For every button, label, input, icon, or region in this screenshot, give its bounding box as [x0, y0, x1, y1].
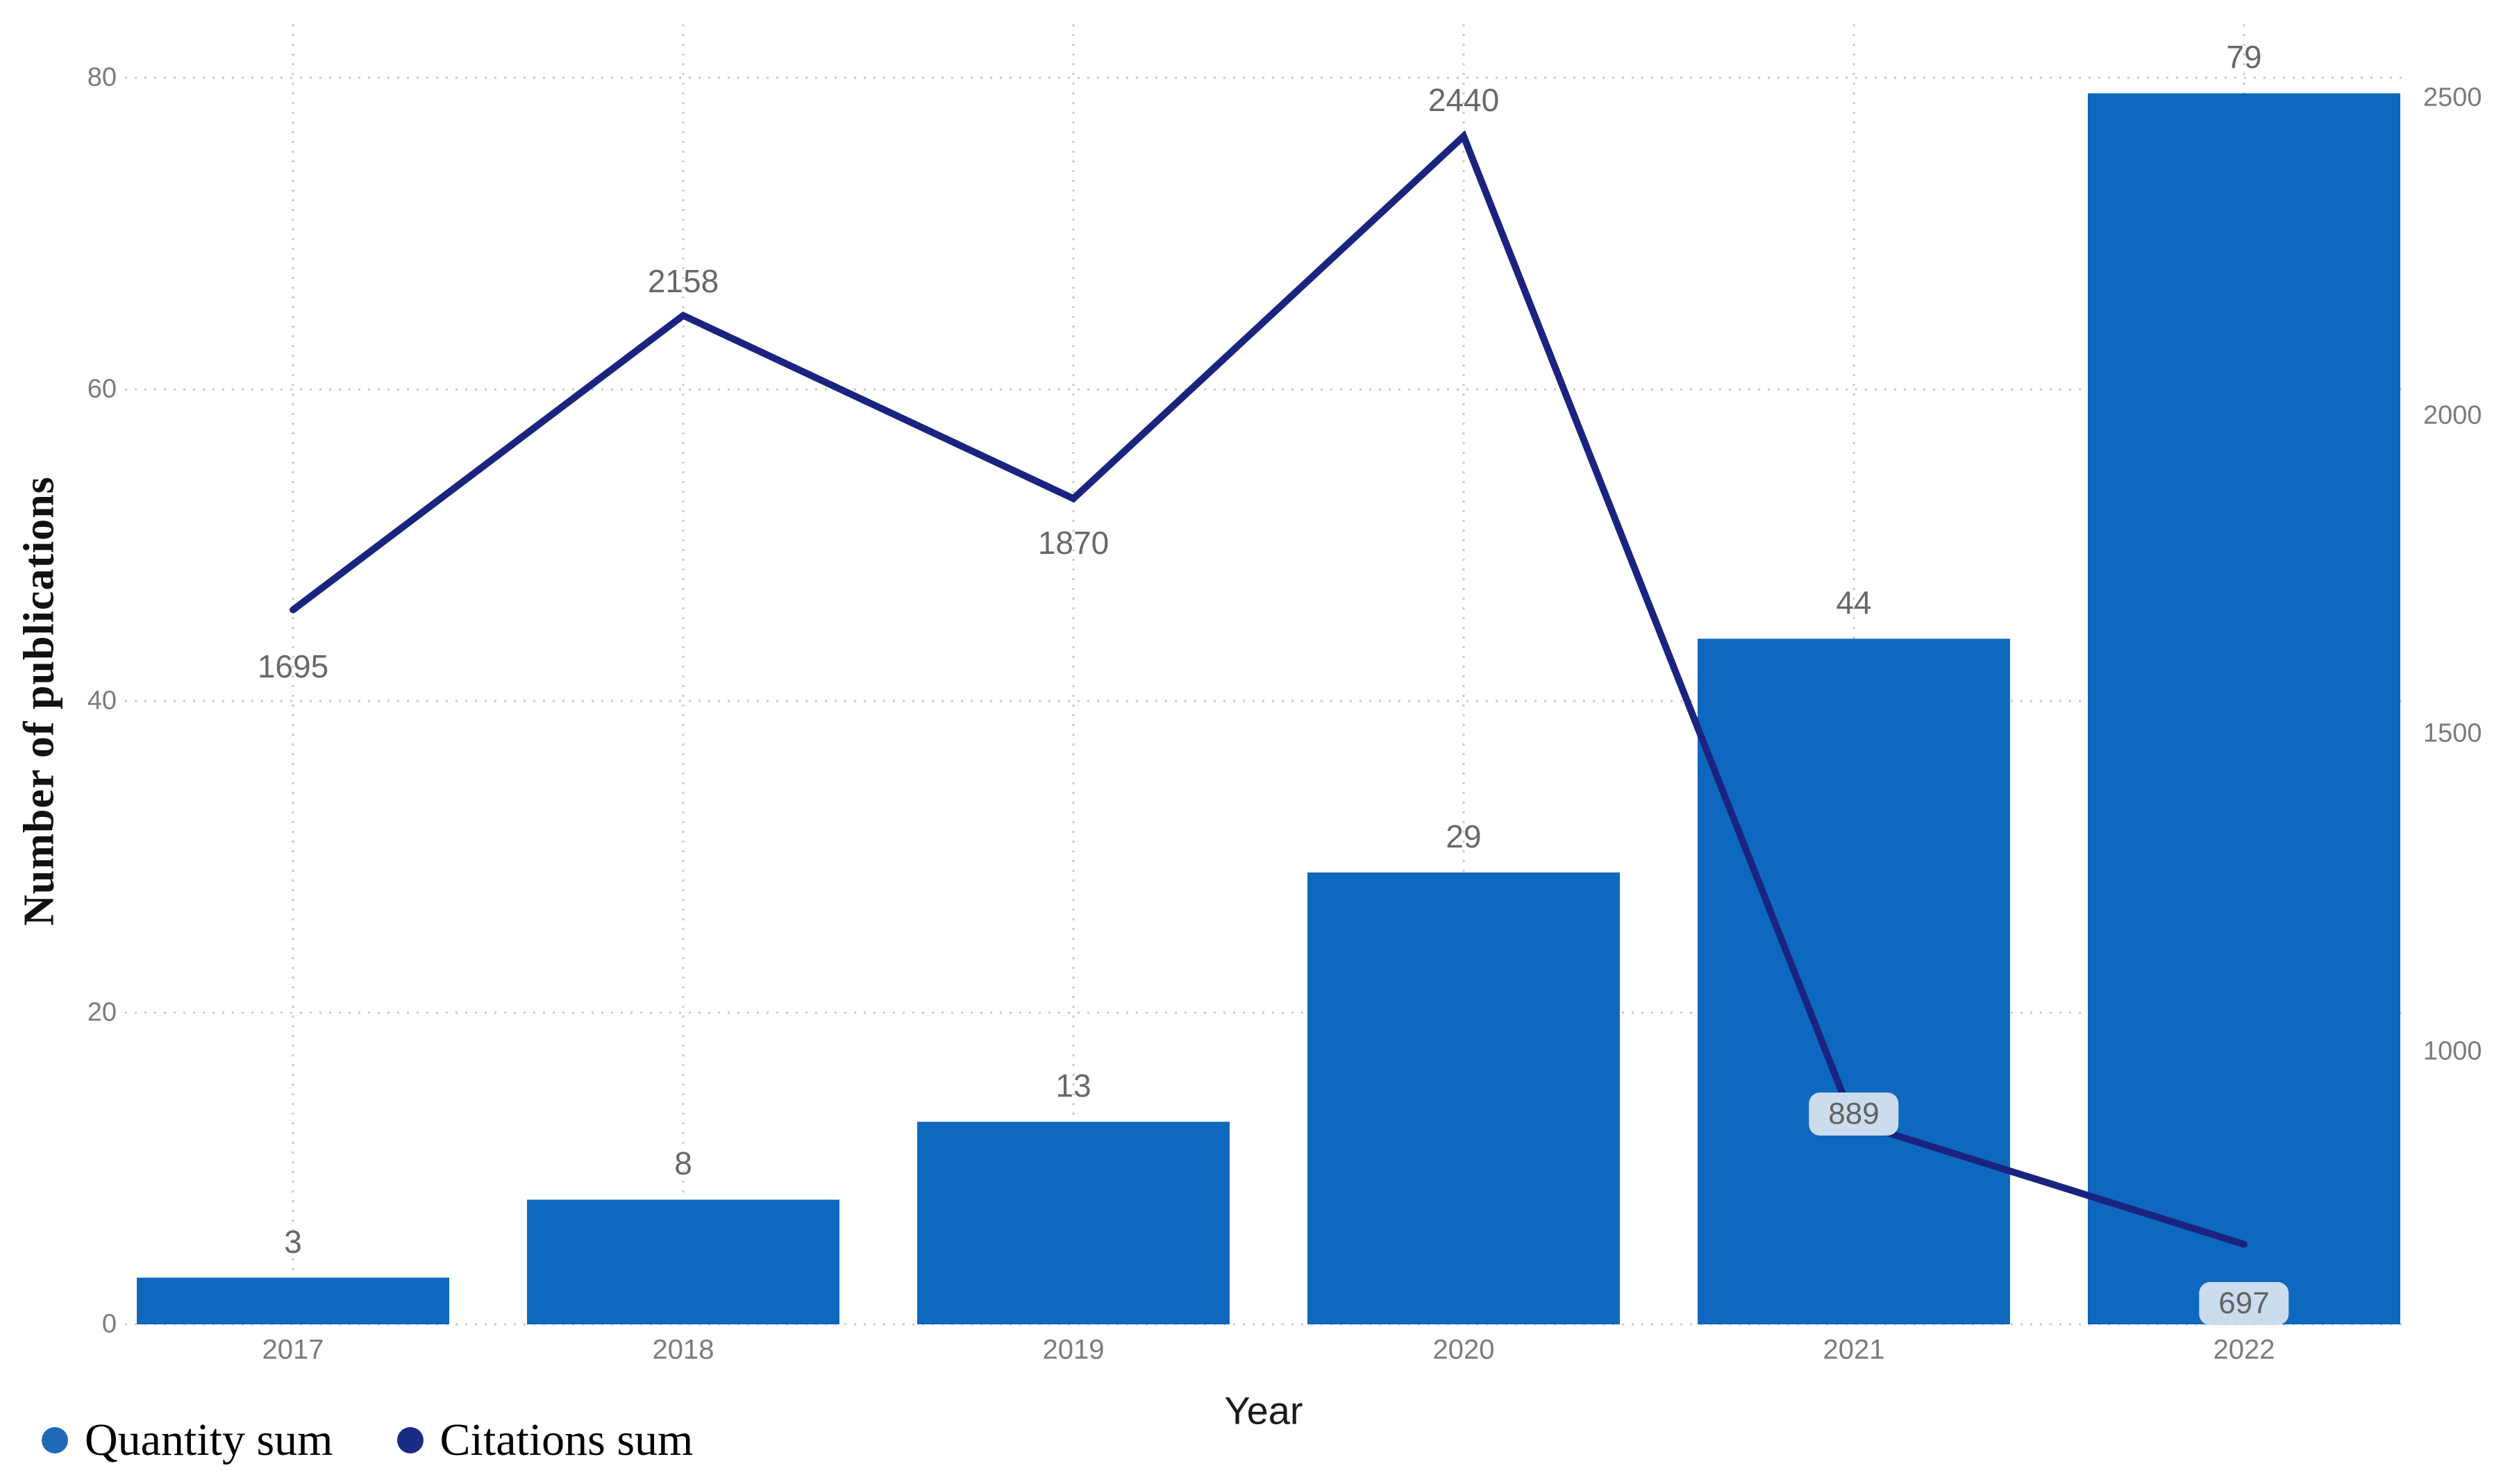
bar-value-label: 3: [284, 1223, 302, 1260]
line-value-label: 1870: [1037, 525, 1110, 562]
line-value-label: 2158: [647, 262, 719, 299]
x-axis-title: Year: [1224, 1388, 1303, 1433]
left-axis-tick: 40: [87, 686, 117, 716]
bar-2019: [917, 1122, 1230, 1324]
right-axis-tick: 1000: [2423, 1036, 2482, 1066]
line-value-label: 1695: [257, 648, 329, 684]
bar-value-label: 79: [2226, 39, 2262, 76]
bar-value-label: 44: [1836, 584, 1872, 621]
x-tick-label: 2017: [262, 1334, 324, 1365]
bar-value-label: 13: [1055, 1068, 1091, 1104]
x-tick-label: 2019: [1042, 1334, 1105, 1365]
citations-line: [290, 130, 2248, 1248]
legend-label: Quantity sum: [85, 1415, 333, 1465]
bar-value-label: 29: [1446, 818, 1482, 854]
line-value-badge: 889: [1809, 1092, 1899, 1136]
citations-sum-dot-icon: [396, 1427, 424, 1453]
bar-2021: [1698, 639, 2010, 1324]
bar-2020: [1307, 872, 1620, 1324]
right-axis-tick: 2500: [2423, 83, 2482, 112]
line-value-label: 2440: [1428, 82, 1500, 119]
bar-2017: [137, 1277, 449, 1324]
right-axis-tick: 2000: [2423, 400, 2482, 430]
left-axis-tick: 20: [87, 997, 117, 1027]
x-tick-label: 2021: [1823, 1334, 1885, 1365]
bar-value-label: 8: [674, 1145, 692, 1182]
y-axis-title: Number of publications: [15, 476, 63, 926]
left-axis-tick: 0: [101, 1309, 117, 1339]
legend-label: Citations sum: [440, 1415, 694, 1465]
x-tick-label: 2018: [652, 1334, 714, 1365]
right-axis-tick: 1500: [2423, 718, 2482, 748]
bar-2018: [527, 1199, 839, 1324]
x-tick-label: 2022: [2213, 1334, 2275, 1365]
left-axis-tick: 80: [87, 62, 117, 92]
legend-item-citations-sum: Citations sum: [396, 1415, 694, 1465]
bar-2022: [2088, 93, 2400, 1325]
x-tick-label: 2020: [1432, 1334, 1495, 1365]
legend: Quantity sum Citations sum: [42, 1417, 693, 1463]
quantity-sum-dot-icon: [42, 1427, 68, 1453]
left-axis-tick: 60: [87, 374, 117, 404]
line-value-badge: 697: [2199, 1281, 2289, 1325]
legend-item-quantity-sum: Quantity sum: [42, 1417, 333, 1463]
